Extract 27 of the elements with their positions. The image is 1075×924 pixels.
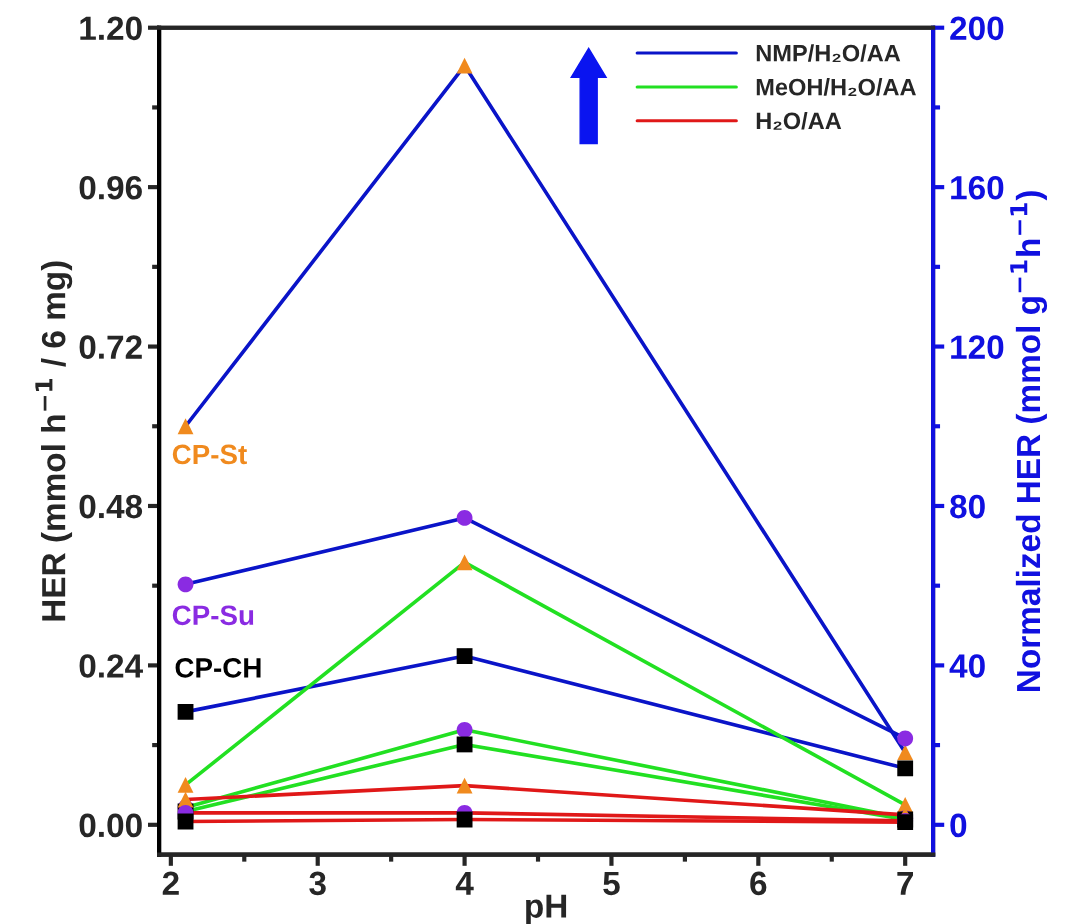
y2-axis-title: Normalized HER (mmol g$^{−1}$h$^{−1}$) xyxy=(1010,191,1048,691)
y2-tick-label: 0 xyxy=(950,813,967,838)
annotation: CP-St xyxy=(172,444,247,465)
legend-label: H₂O/AA xyxy=(756,111,842,130)
y2-tick-label: 200 xyxy=(950,16,1004,41)
legend-label: NMP/H₂O/AA xyxy=(756,44,901,63)
x-tick-label: 4 xyxy=(455,871,474,895)
x-tick-label: 3 xyxy=(309,871,326,896)
y-tick-label: 0.24 xyxy=(79,654,143,678)
y-tick-label: 0.96 xyxy=(79,175,142,200)
y2-tick-label: 120 xyxy=(951,335,1004,359)
x-axis-title: pH xyxy=(526,894,567,924)
annotation: CP-Su xyxy=(172,605,254,626)
y-tick-label: 1.20 xyxy=(80,16,142,41)
x-tick-label: 2 xyxy=(162,871,179,895)
x-tick-label: 7 xyxy=(897,871,913,895)
y2-tick-label: 160 xyxy=(951,175,1004,200)
annotation: CP-CH xyxy=(175,658,261,678)
y-tick-label: 0.48 xyxy=(79,494,143,519)
y-tick-label: 0.00 xyxy=(79,813,142,838)
legend-label: MeOH/H₂O/AA xyxy=(756,78,916,96)
x-tick-label: 5 xyxy=(603,871,620,896)
y-axis-title: HER (mmol h$^{−1}$ / 6 mg) xyxy=(35,261,73,621)
y2-tick-label: 40 xyxy=(949,654,985,678)
y2-tick-label: 80 xyxy=(950,494,985,519)
x-tick-label: 6 xyxy=(750,871,767,896)
y-tick-label: 0.72 xyxy=(79,335,142,359)
